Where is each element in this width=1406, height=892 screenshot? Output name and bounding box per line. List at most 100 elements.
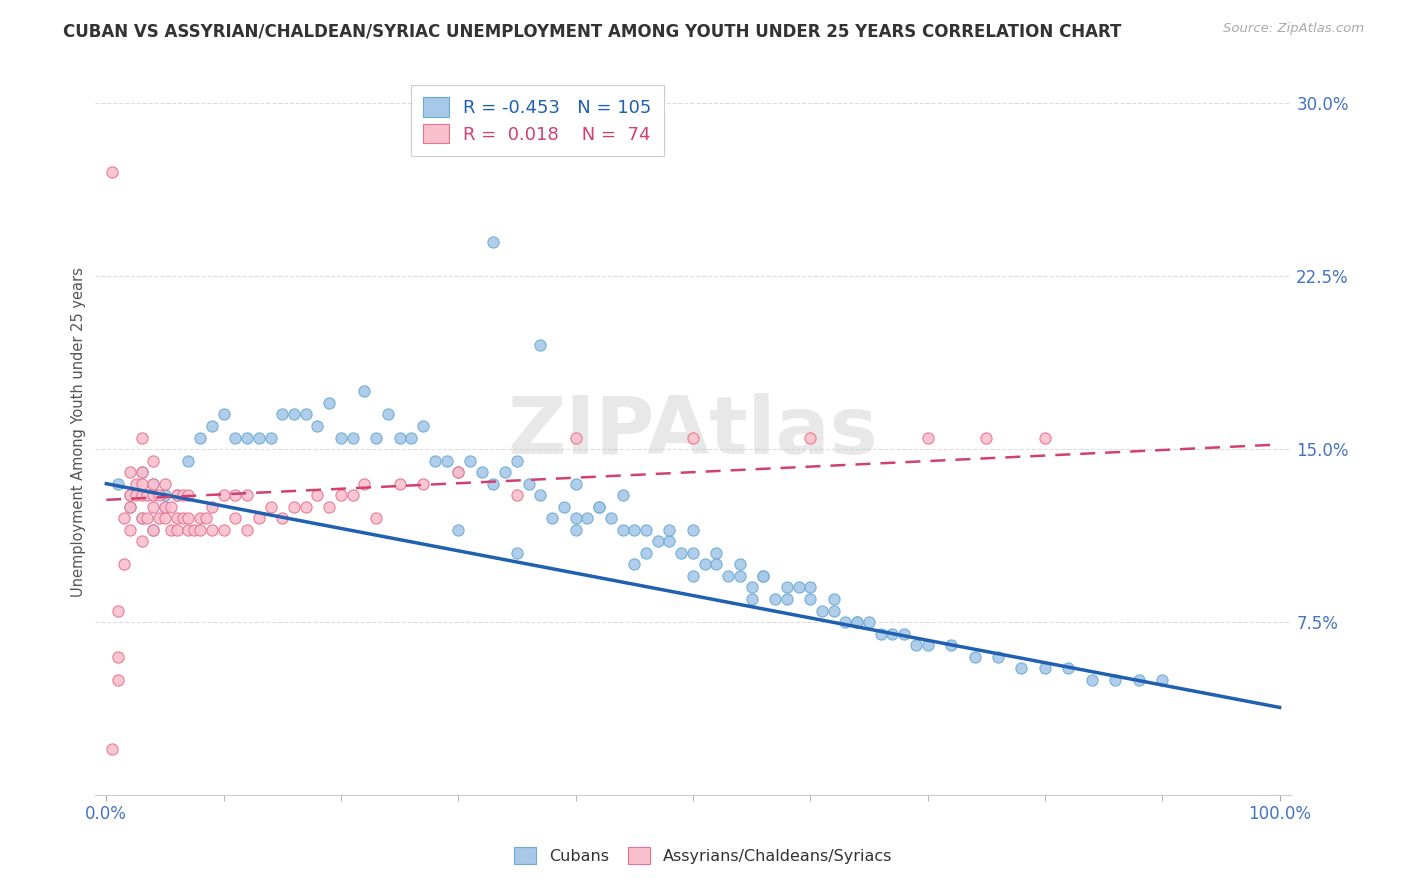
Point bbox=[201, 523, 224, 537]
Point bbox=[101, 742, 124, 756]
Point bbox=[963, 649, 986, 664]
Point bbox=[776, 581, 799, 595]
Point bbox=[177, 523, 200, 537]
Point bbox=[212, 488, 235, 502]
Point bbox=[118, 500, 141, 514]
Point bbox=[799, 431, 821, 445]
Point bbox=[283, 408, 305, 422]
Point bbox=[412, 476, 434, 491]
Point bbox=[142, 488, 165, 502]
Point bbox=[142, 500, 165, 514]
Point bbox=[529, 338, 551, 352]
Point bbox=[142, 476, 165, 491]
Point bbox=[706, 558, 728, 572]
Point bbox=[823, 603, 845, 617]
Point bbox=[353, 476, 375, 491]
Point bbox=[564, 511, 586, 525]
Point bbox=[506, 488, 529, 502]
Point bbox=[307, 488, 329, 502]
Point bbox=[706, 546, 728, 560]
Point bbox=[131, 476, 153, 491]
Point bbox=[142, 523, 165, 537]
Point bbox=[377, 408, 399, 422]
Point bbox=[131, 465, 153, 479]
Point bbox=[212, 523, 235, 537]
Legend: R = -0.453   N = 105, R =  0.018    N =  74: R = -0.453 N = 105, R = 0.018 N = 74 bbox=[411, 85, 664, 156]
Point bbox=[342, 488, 364, 502]
Point bbox=[177, 453, 200, 467]
Point bbox=[917, 431, 939, 445]
Point bbox=[294, 408, 316, 422]
Point bbox=[271, 511, 294, 525]
Point bbox=[166, 511, 188, 525]
Point bbox=[634, 546, 657, 560]
Point bbox=[131, 488, 153, 502]
Point bbox=[118, 465, 141, 479]
Point bbox=[195, 511, 218, 525]
Point bbox=[612, 488, 634, 502]
Point bbox=[987, 649, 1010, 664]
Point bbox=[834, 615, 856, 629]
Point bbox=[318, 396, 340, 410]
Point bbox=[236, 488, 259, 502]
Point bbox=[172, 511, 194, 525]
Point bbox=[1033, 661, 1056, 675]
Point bbox=[107, 673, 129, 687]
Point bbox=[224, 511, 246, 525]
Point bbox=[366, 431, 388, 445]
Point bbox=[236, 431, 259, 445]
Point bbox=[1152, 673, 1174, 687]
Point bbox=[693, 558, 716, 572]
Point bbox=[294, 500, 316, 514]
Point bbox=[682, 569, 704, 583]
Point bbox=[142, 476, 165, 491]
Point bbox=[682, 523, 704, 537]
Point bbox=[131, 431, 153, 445]
Point bbox=[564, 431, 586, 445]
Point bbox=[153, 476, 176, 491]
Point bbox=[107, 603, 129, 617]
Point bbox=[330, 431, 353, 445]
Point bbox=[858, 615, 880, 629]
Point bbox=[131, 511, 153, 525]
Point bbox=[172, 488, 194, 502]
Point bbox=[506, 546, 529, 560]
Point bbox=[160, 500, 183, 514]
Point bbox=[564, 523, 586, 537]
Point bbox=[247, 511, 270, 525]
Point bbox=[388, 431, 411, 445]
Point bbox=[1033, 431, 1056, 445]
Point bbox=[412, 419, 434, 434]
Point bbox=[142, 453, 165, 467]
Point bbox=[752, 569, 775, 583]
Point bbox=[787, 581, 810, 595]
Point bbox=[658, 534, 681, 549]
Point bbox=[177, 511, 200, 525]
Text: ZIPAtlas: ZIPAtlas bbox=[508, 392, 879, 471]
Point bbox=[271, 408, 294, 422]
Point bbox=[447, 465, 470, 479]
Point bbox=[353, 384, 375, 399]
Point bbox=[1128, 673, 1150, 687]
Point bbox=[160, 523, 183, 537]
Point bbox=[153, 500, 176, 514]
Point bbox=[482, 476, 505, 491]
Point bbox=[506, 453, 529, 467]
Point bbox=[682, 546, 704, 560]
Point bbox=[647, 534, 669, 549]
Point bbox=[447, 465, 470, 479]
Point bbox=[153, 500, 176, 514]
Point bbox=[846, 615, 869, 629]
Point bbox=[1011, 661, 1033, 675]
Point bbox=[741, 581, 763, 595]
Point bbox=[612, 523, 634, 537]
Point bbox=[247, 431, 270, 445]
Point bbox=[541, 511, 564, 525]
Point bbox=[1081, 673, 1104, 687]
Point bbox=[112, 511, 135, 525]
Point bbox=[388, 476, 411, 491]
Point bbox=[118, 488, 141, 502]
Point bbox=[588, 500, 610, 514]
Point bbox=[623, 558, 645, 572]
Point bbox=[588, 500, 610, 514]
